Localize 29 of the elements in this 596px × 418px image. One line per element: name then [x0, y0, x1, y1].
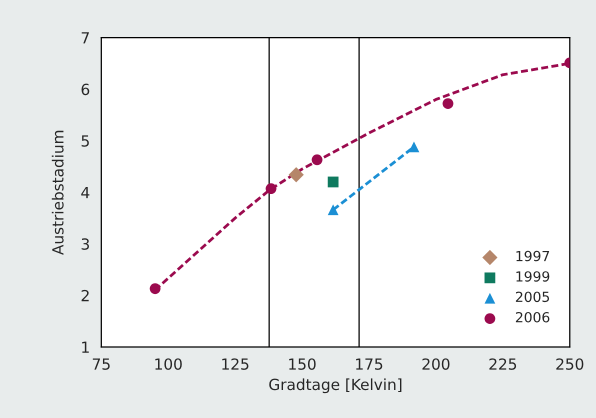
- point: [328, 204, 339, 216]
- x-tick-label: 225: [489, 358, 516, 370]
- y-tick-label: 6: [82, 84, 90, 96]
- legend-label: 1997: [516, 250, 550, 262]
- y-tick-label: 1: [82, 342, 89, 353]
- y-tick-label: 3: [82, 238, 89, 250]
- x-tick-label: 75: [92, 358, 110, 370]
- legend-label: 2005: [516, 292, 550, 302]
- point: [328, 176, 339, 188]
- y-tick-label: 7: [82, 32, 89, 44]
- x-tick-label: 150: [289, 358, 316, 370]
- x-tick-label: 200: [422, 358, 450, 370]
- legend-label: 2006: [516, 312, 550, 322]
- y-tick-label: 4: [81, 186, 90, 198]
- y-tick-label: 5: [82, 135, 89, 147]
- point: [408, 142, 420, 152]
- y-axis-title: Austriebstadium: [52, 130, 64, 255]
- point: [288, 167, 304, 182]
- point: [442, 98, 454, 109]
- point: [150, 283, 161, 294]
- legend-label: 1999: [516, 271, 550, 282]
- x-tick-label: 175: [356, 358, 382, 370]
- x-tick-label: 250: [556, 358, 584, 370]
- x-tick-label: 125: [222, 358, 248, 370]
- point: [312, 154, 322, 166]
- x-axis-title: Gradtage [Kelvin]: [269, 378, 402, 394]
- point: [266, 183, 276, 194]
- x-tick-label: 100: [155, 358, 182, 370]
- y-tick-label: 2: [82, 290, 89, 302]
